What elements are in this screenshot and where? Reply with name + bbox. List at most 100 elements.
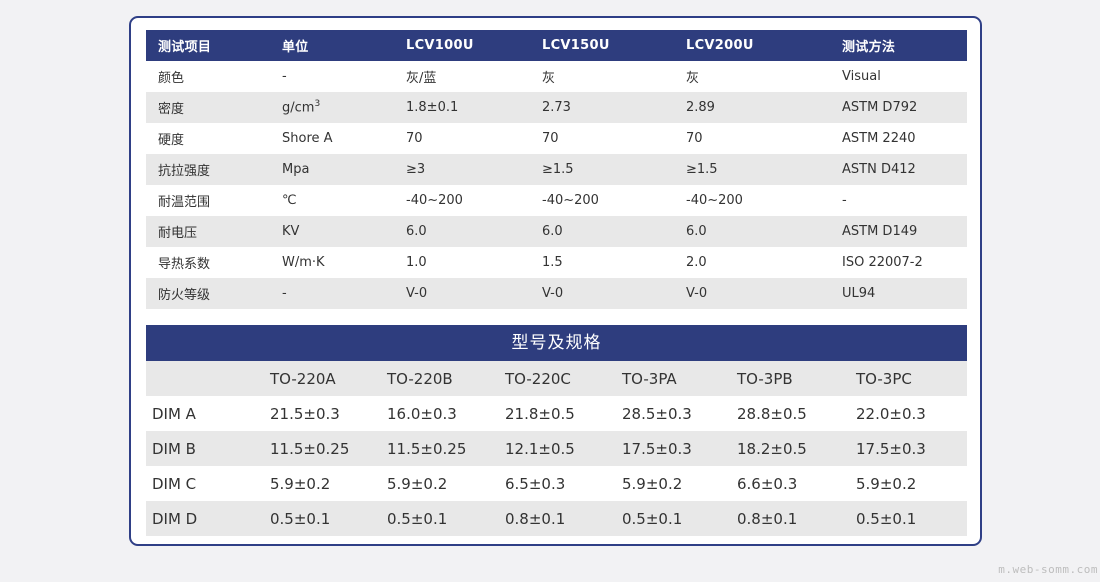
cell: 耐温范围 (158, 195, 211, 210)
cell: 1.8±0.1 (394, 92, 530, 123)
header-test-item: 测试项目 (146, 30, 270, 61)
cell: 17.5±0.3 (613, 431, 728, 466)
cell: KV (270, 216, 394, 247)
cell: 28.5±0.3 (622, 404, 692, 423)
header-empty (146, 361, 261, 396)
header-to-220b: TO-220B (378, 361, 496, 396)
cell: Shore A (282, 131, 333, 146)
cell: V-0 (530, 278, 674, 309)
cell: 12.1±0.5 (496, 431, 613, 466)
header-to-220c: TO-220C (496, 361, 613, 396)
cell: 颜色 (158, 71, 185, 86)
cell: 21.8±0.5 (505, 404, 575, 423)
cell: Visual (842, 69, 881, 84)
header-to-3pb: TO-3PB (728, 361, 847, 396)
cell: 16.0±0.3 (387, 404, 457, 423)
cell: DIM D (146, 501, 261, 536)
cell: 0.8±0.1 (496, 501, 613, 536)
table-row: 导热系数 W/m·K 1.0 1.5 2.0 ISO 22007-2 (146, 247, 967, 278)
cell: 5.9±0.2 (856, 474, 917, 493)
cell: 灰 (686, 71, 700, 86)
cell: 2.73 (530, 92, 674, 123)
cell: 17.5±0.3 (847, 431, 967, 466)
header-to-220a: TO-220A (261, 361, 378, 396)
cell: 1.5 (542, 255, 563, 270)
cell: UL94 (830, 278, 967, 309)
specs-header-row: TO-220A TO-220B TO-220C TO-3PA TO-3PB TO… (146, 361, 967, 396)
specs-section-title: 型号及规格 (146, 325, 967, 361)
cell-density-unit: g/cm3 (270, 92, 394, 123)
cell: 0.5±0.1 (613, 501, 728, 536)
cell: -40~200 (542, 193, 599, 208)
header-to-3pc: TO-3PC (847, 361, 967, 396)
cell: 灰/蓝 (406, 71, 437, 86)
table-row: DIM B 11.5±0.25 11.5±0.25 12.1±0.5 17.5±… (146, 431, 967, 466)
table-row: 耐电压 KV 6.0 6.0 6.0 ASTM D149 (146, 216, 967, 247)
header-unit: 单位 (270, 30, 394, 61)
cell: 11.5±0.25 (378, 431, 496, 466)
cell: 密度 (146, 92, 270, 123)
cell: ASTM 2240 (842, 131, 916, 146)
table-row: DIM D 0.5±0.1 0.5±0.1 0.8±0.1 0.5±0.1 0.… (146, 501, 967, 536)
cell: -40~200 (406, 193, 463, 208)
table-row: 密度 g/cm3 1.8±0.1 2.73 2.89 ASTM D792 (146, 92, 967, 123)
header-to-3pa: TO-3PA (613, 361, 728, 396)
header-lcv100u: LCV100U (394, 30, 530, 61)
cell: Mpa (270, 154, 394, 185)
cell: - (842, 193, 847, 208)
cell: 5.9±0.2 (387, 474, 448, 493)
cell: 0.8±0.1 (728, 501, 847, 536)
cell: 0.5±0.1 (847, 501, 967, 536)
cell: ℃ (282, 193, 297, 208)
cell: ASTM D149 (830, 216, 967, 247)
cell: 6.0 (394, 216, 530, 247)
cell: 抗拉强度 (146, 154, 270, 185)
cell: 硬度 (158, 133, 185, 148)
cell: 2.89 (674, 92, 830, 123)
cell: 防火等级 (146, 278, 270, 309)
cell: 21.5±0.3 (270, 404, 340, 423)
table-row: DIM A 21.5±0.3 16.0±0.3 21.8±0.5 28.5±0.… (146, 396, 967, 431)
cell: -40~200 (686, 193, 743, 208)
cell: 2.0 (686, 255, 707, 270)
watermark: m.web-somm.com (998, 563, 1098, 576)
cell: 6.5±0.3 (505, 474, 566, 493)
cell: 70 (686, 131, 703, 146)
cell: 1.0 (406, 255, 427, 270)
cell: 6.0 (674, 216, 830, 247)
header-test-method: 测试方法 (830, 30, 967, 61)
cell: V-0 (394, 278, 530, 309)
cell: 6.6±0.3 (737, 474, 798, 493)
cell: 耐电压 (146, 216, 270, 247)
header-lcv200u: LCV200U (674, 30, 830, 61)
cell: DIM C (152, 474, 197, 493)
header-lcv150u: LCV150U (530, 30, 674, 61)
table-row: 颜色 - 灰/蓝 灰 灰 Visual (146, 61, 967, 92)
cell: ≥1.5 (530, 154, 674, 185)
cell: 导热系数 (158, 257, 211, 272)
cell: - (282, 69, 287, 84)
cell: W/m·K (282, 255, 325, 270)
cell: 22.0±0.3 (856, 404, 926, 423)
cell: 18.2±0.5 (728, 431, 847, 466)
cell: ASTM D792 (830, 92, 967, 123)
table-row: 耐温范围 ℃ -40~200 -40~200 -40~200 - (146, 185, 967, 216)
unit-text: g/cm (282, 100, 315, 116)
cell: 70 (406, 131, 423, 146)
cell: - (270, 278, 394, 309)
cell: 70 (542, 131, 559, 146)
properties-table: 测试项目 单位 LCV100U LCV150U LCV200U 测试方法 颜色 … (146, 30, 967, 309)
cell: DIM B (146, 431, 261, 466)
cell: DIM A (152, 404, 196, 423)
cell: V-0 (674, 278, 830, 309)
spec-card: 测试项目 单位 LCV100U LCV150U LCV200U 测试方法 颜色 … (129, 16, 982, 546)
cell: 灰 (542, 71, 556, 86)
specs-table: TO-220A TO-220B TO-220C TO-3PA TO-3PB TO… (146, 361, 967, 536)
cell: 28.8±0.5 (737, 404, 807, 423)
table-row: DIM C 5.9±0.2 5.9±0.2 6.5±0.3 5.9±0.2 6.… (146, 466, 967, 501)
cell: ASTN D412 (830, 154, 967, 185)
table-row: 硬度 Shore A 70 70 70 ASTM 2240 (146, 123, 967, 154)
cell: 5.9±0.2 (622, 474, 683, 493)
unit-superscript: 3 (314, 99, 321, 110)
cell: ISO 22007-2 (842, 255, 923, 270)
